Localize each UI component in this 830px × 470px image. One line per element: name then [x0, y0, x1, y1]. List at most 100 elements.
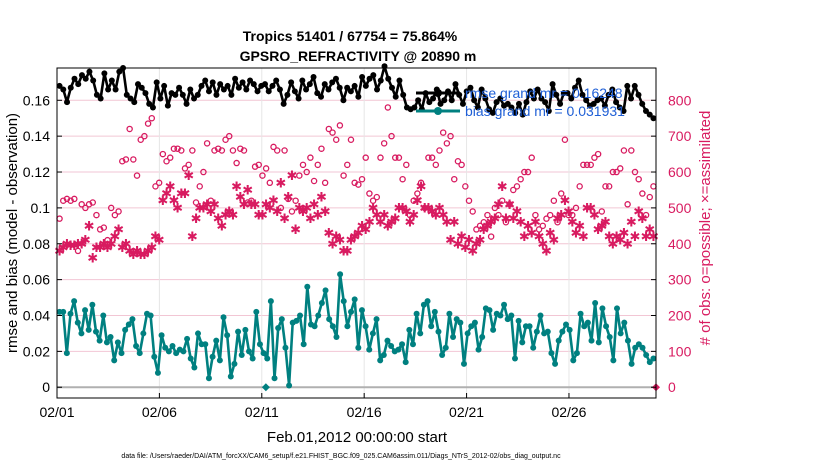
- bias-point: [103, 339, 110, 346]
- bias-point: [246, 348, 253, 355]
- rmse-point: [235, 84, 242, 91]
- rmse-point: [601, 102, 608, 109]
- rmse-point: [624, 82, 631, 89]
- possible-point: [473, 226, 480, 233]
- rmse-point: [250, 81, 257, 88]
- bias-point: [278, 316, 285, 323]
- rmse-point: [392, 93, 399, 100]
- assimilated-point: ✱: [648, 230, 659, 245]
- rmse-point: [388, 84, 395, 91]
- possible-point: [443, 140, 451, 147]
- possible-point: [262, 165, 270, 172]
- assimilated-point: ✱: [198, 201, 209, 216]
- assimilated-point: ✱: [600, 216, 611, 231]
- possible-point: [203, 140, 211, 147]
- rmse-point: [191, 95, 198, 102]
- rmse-point: [557, 100, 564, 107]
- assimilated-point: ✱: [593, 223, 604, 238]
- assimilated-point: ✱: [61, 237, 72, 252]
- rmse-point: [351, 82, 358, 89]
- bias-point: [125, 321, 132, 328]
- possible-point: [550, 197, 558, 204]
- assimilated-point: ✱: [187, 230, 198, 245]
- bias-point: [431, 308, 438, 315]
- bias-point: [409, 341, 416, 348]
- bias-point: [344, 323, 351, 330]
- possible-point: [93, 211, 100, 219]
- possible-point: [598, 208, 606, 215]
- assimilated-point: ✱: [279, 212, 290, 227]
- plot-frame: [56, 67, 657, 399]
- rmse-point: [459, 100, 466, 107]
- bias-point: [588, 337, 595, 344]
- rmse-point: [265, 88, 272, 95]
- rmse-point: [78, 72, 85, 79]
- bias-point: [249, 355, 256, 362]
- possible-point: [318, 145, 325, 152]
- rmse-point: [198, 82, 205, 89]
- possible-point: [310, 177, 318, 185]
- rmse-point: [474, 104, 481, 111]
- chart-title: Tropics 51401 / 67754 = 75.864%: [243, 28, 458, 44]
- bias-point: [256, 341, 263, 348]
- bias-point: [235, 328, 242, 335]
- rmse-point: [396, 77, 403, 84]
- possible-point: [410, 197, 417, 204]
- assimilated-point: ✱: [397, 201, 408, 216]
- assimilated-point: ✱: [54, 244, 65, 259]
- bias-point: [264, 355, 271, 362]
- bias-point: [537, 312, 544, 319]
- possible-point: [513, 183, 521, 190]
- bias-point: [460, 360, 467, 367]
- series-bias: [56, 271, 657, 389]
- possible-point: [71, 195, 78, 203]
- bias-point: [475, 346, 482, 353]
- rmse-point: [497, 95, 504, 102]
- assimilated-point: ✱: [80, 234, 91, 249]
- possible-point: [458, 161, 465, 169]
- bias-point: [195, 330, 202, 337]
- assimilated-point: ✱: [497, 180, 508, 195]
- assimilated-point: ✱: [357, 219, 368, 234]
- rmse-point: [93, 91, 100, 98]
- bias-point: [191, 364, 198, 371]
- rmse-point: [183, 100, 190, 107]
- assimilated-point: ✱: [530, 216, 541, 231]
- assimilated-point: ✱: [379, 209, 390, 224]
- bias-point: [78, 330, 85, 337]
- rmse-point: [105, 86, 112, 93]
- rmse-point: [213, 91, 220, 98]
- bias-point: [584, 319, 591, 326]
- rmse-point: [97, 95, 104, 102]
- bias-point: [322, 287, 329, 294]
- rmse-point: [56, 82, 63, 89]
- y-axis-ticks: 0 0.02 0.04 0.06 0.08 0.1 0.12 0.14 0.16: [23, 92, 62, 395]
- bias-point: [650, 355, 657, 362]
- bias-point: [238, 351, 245, 358]
- bias-point: [413, 310, 420, 317]
- rmse-point: [359, 73, 366, 80]
- rmse-point: [239, 79, 246, 86]
- assimilated-point: ✱: [132, 244, 143, 259]
- assimilated-point: ✱: [548, 234, 559, 249]
- assimilated-point: ✱: [239, 198, 250, 213]
- possible-point: [307, 154, 314, 161]
- assimilated-point: ✱: [135, 248, 146, 263]
- assimilated-point: ✱: [644, 223, 655, 238]
- bias-point: [566, 326, 573, 333]
- possible-point: [491, 204, 499, 212]
- possible-point: [104, 236, 111, 244]
- possible-point: [506, 201, 513, 208]
- rmse-point: [579, 91, 586, 98]
- assimilated-point: ✱: [526, 227, 537, 242]
- assimilated-point: ✱: [512, 205, 523, 220]
- rmse-point: [306, 81, 313, 88]
- assimilated-point: ✱: [371, 209, 382, 224]
- bias-point: [501, 301, 508, 308]
- assimilated-point: ✱: [261, 198, 272, 213]
- possible-point: [266, 179, 274, 187]
- bias-point: [573, 350, 580, 357]
- assimilated-point: ✱: [253, 209, 264, 224]
- bias-point: [318, 299, 325, 306]
- possible-point: [624, 201, 631, 208]
